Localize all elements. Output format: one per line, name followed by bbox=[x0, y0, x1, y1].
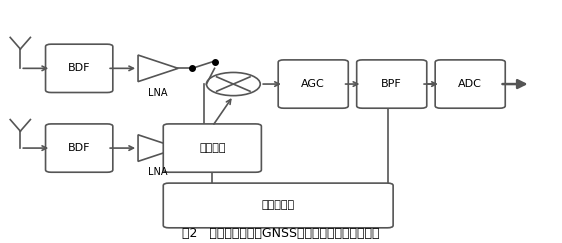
FancyBboxPatch shape bbox=[164, 183, 393, 228]
Text: 单片机控制: 单片机控制 bbox=[262, 200, 294, 210]
FancyBboxPatch shape bbox=[357, 60, 427, 108]
Text: LNA: LNA bbox=[148, 88, 168, 98]
FancyBboxPatch shape bbox=[435, 60, 505, 108]
Text: BDF: BDF bbox=[68, 143, 90, 153]
Text: AGC: AGC bbox=[301, 79, 325, 89]
Text: BPF: BPF bbox=[382, 79, 402, 89]
FancyBboxPatch shape bbox=[46, 44, 113, 93]
Text: 本振部分: 本振部分 bbox=[199, 143, 225, 153]
FancyBboxPatch shape bbox=[278, 60, 348, 108]
FancyBboxPatch shape bbox=[46, 124, 113, 172]
Text: ADC: ADC bbox=[458, 79, 482, 89]
Text: LNA: LNA bbox=[148, 167, 168, 177]
Text: BDF: BDF bbox=[68, 63, 90, 73]
FancyBboxPatch shape bbox=[164, 124, 261, 172]
Text: 图2   低中频双频双模GNSS接收机射频前端系统框图: 图2 低中频双频双模GNSS接收机射频前端系统框图 bbox=[182, 227, 380, 240]
